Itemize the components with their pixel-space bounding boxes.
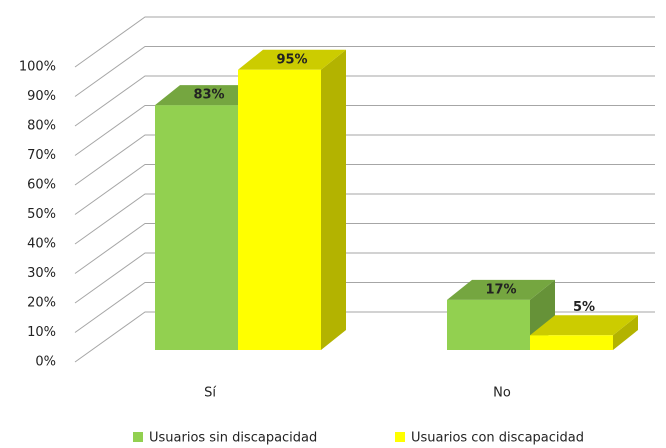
bar — [238, 69, 321, 350]
grid-line — [74, 75, 655, 127]
grid-line — [74, 252, 655, 304]
grid-line — [74, 193, 655, 245]
grid-line — [74, 134, 655, 186]
bar-top — [155, 85, 263, 106]
bar — [530, 335, 613, 350]
data-label: 83% — [193, 88, 224, 103]
y-tick-label: 50% — [27, 207, 56, 222]
legend-swatch — [133, 432, 143, 442]
bar — [447, 299, 530, 350]
y-tick-label: 60% — [27, 178, 56, 193]
y-tick-label: 70% — [27, 148, 56, 163]
y-tick-label: 40% — [27, 237, 56, 252]
legend-swatch — [395, 432, 405, 442]
data-label: 17% — [485, 282, 516, 297]
y-tick-label: 100% — [19, 60, 56, 75]
grid-line — [74, 223, 655, 274]
y-tick-label: 20% — [27, 296, 56, 311]
bar-top — [530, 315, 638, 336]
legend-label: Usuarios sin discapacidad — [149, 431, 317, 446]
grid-line — [74, 46, 655, 97]
bar — [155, 105, 238, 351]
y-tick-label: 0% — [35, 355, 56, 370]
y-tick-label: 90% — [27, 89, 56, 104]
grid-line — [74, 105, 655, 156]
y-tick-label: 80% — [27, 119, 56, 134]
grid-line — [74, 16, 655, 68]
x-tick-label: No — [493, 386, 511, 401]
bar-side — [321, 49, 346, 350]
legend-label: Usuarios con discapacidad — [411, 431, 584, 446]
bar-top — [447, 279, 555, 300]
data-label: 5% — [573, 300, 595, 315]
bar-top — [238, 49, 346, 70]
y-tick-label: 10% — [27, 325, 56, 340]
grid-line — [74, 164, 655, 215]
bar-side — [613, 315, 638, 350]
y-tick-label: 30% — [27, 266, 56, 281]
x-tick-label: Sí — [204, 386, 216, 401]
data-label: 95% — [276, 52, 307, 67]
